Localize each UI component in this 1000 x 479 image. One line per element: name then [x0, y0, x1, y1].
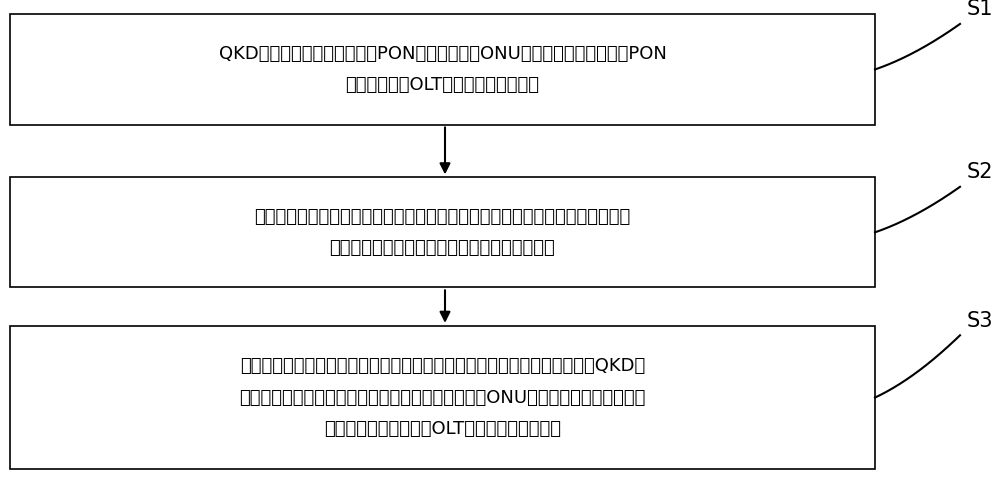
Text: S3: S3 — [967, 310, 993, 331]
Text: S1: S1 — [967, 0, 993, 19]
Text: 对经典信号光和量子信号光的合波再次进行分波，使得量子信号光被传输至QKD接: 对经典信号光和量子信号光的合波再次进行分波，使得量子信号光被传输至QKD接 — [240, 357, 645, 376]
Text: 将量子光与经典光融合，到达分光点后分波，分波后的量子光绕过分光器，分波: 将量子光与经典光融合，到达分光点后分波，分波后的量子光绕过分光器，分波 — [254, 208, 631, 226]
Bar — [10, 177, 875, 287]
Bar — [10, 14, 875, 125]
Text: 的光线路终端OLT发送下行经典信号光: 的光线路终端OLT发送下行经典信号光 — [346, 76, 540, 94]
Text: S2: S2 — [967, 162, 993, 182]
Text: 行经典信号光被传输至OLT以进行上行经典通信: 行经典信号光被传输至OLT以进行上行经典通信 — [324, 420, 561, 438]
Text: 收方以用于测量量子态，而下行经典信号光被传输至ONU以进行下行经典通信，上: 收方以用于测量量子态，而下行经典信号光被传输至ONU以进行下行经典通信，上 — [239, 388, 646, 407]
Bar — [10, 326, 875, 469]
Text: QKD发送方发送量子信号光，PON的光网络单元ONU发送上行经典信号光，PON: QKD发送方发送量子信号光，PON的光网络单元ONU发送上行经典信号光，PON — [219, 45, 666, 63]
Text: 后的经典光经过分光器分光后再次与量子光融合: 后的经典光经过分光器分光后再次与量子光融合 — [330, 239, 555, 257]
